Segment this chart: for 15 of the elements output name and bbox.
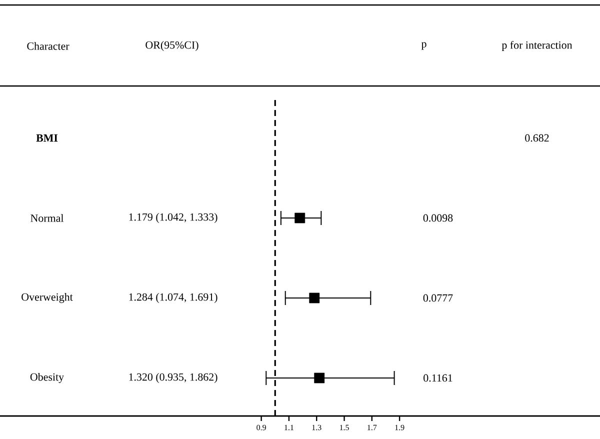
text: OR(95%CI) <box>146 41 198 51</box>
y-tick-label: Normal <box>30 214 64 222</box>
y-tick-label: BMI <box>36 134 58 142</box>
y-tick-label: Obesity <box>30 373 64 383</box>
annotation: 1.320 (0.935, 1.862) <box>129 373 218 383</box>
annotation: 0.0777 <box>423 294 453 302</box>
annotation: 1.284 (1.074, 1.691) <box>129 293 218 303</box>
y-tick-label: Overweight <box>22 293 73 303</box>
annotation: 0.1161 <box>424 374 452 382</box>
text: Character <box>27 42 70 50</box>
annotation: 0.682 <box>525 134 549 142</box>
text: p for interaction <box>502 40 572 52</box>
annotation: 1.179 (1.042, 1.333) <box>129 213 218 223</box>
text: p <box>421 42 426 50</box>
annotation: 0.0098 <box>423 214 453 222</box>
